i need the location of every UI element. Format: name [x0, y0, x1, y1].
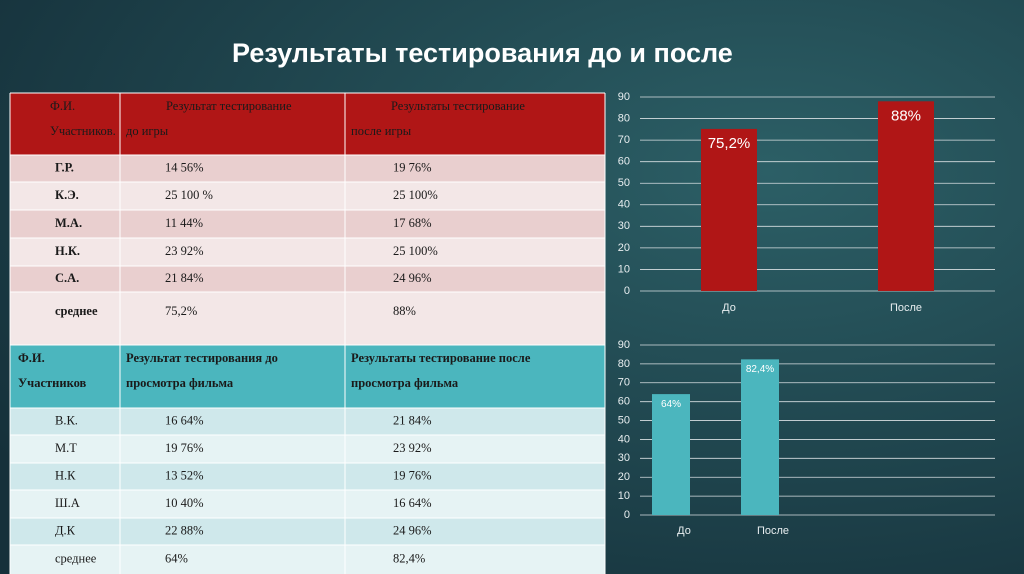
data-label: 64% — [661, 399, 681, 410]
table-cell: 82,4% — [393, 551, 425, 565]
table-cell: Ш.А — [55, 496, 80, 510]
table-cell: К.Э. — [55, 188, 79, 202]
table-cell: 21 84% — [393, 413, 432, 427]
table-cell: Н.К — [55, 468, 76, 482]
table-cell: 25 100% — [393, 244, 438, 258]
y-tick-label: 30 — [618, 452, 630, 464]
bar — [701, 128, 757, 291]
y-tick-label: 60 — [618, 156, 630, 168]
y-tick-label: 40 — [618, 433, 630, 445]
bar — [652, 394, 690, 515]
table-cell: 23 92% — [165, 244, 204, 258]
y-tick-label: 60 — [618, 396, 630, 408]
table-cell: Н.К. — [55, 244, 80, 258]
table-row-bg — [10, 490, 605, 518]
table-cell: М.А. — [55, 216, 82, 230]
table-header-text: Результаты тестирование после — [351, 351, 531, 365]
x-tick-label: После — [890, 302, 922, 314]
table-header-text: Результаты тестирование — [391, 99, 525, 113]
table-cell: 19 76% — [393, 160, 432, 174]
table-row-bg — [10, 266, 605, 292]
y-tick-label: 80 — [618, 358, 630, 370]
table-cell: 75,2% — [165, 304, 197, 318]
y-tick-label: 10 — [618, 490, 630, 502]
table-row-bg — [10, 518, 605, 545]
table-header-text: просмотра фильма — [126, 376, 234, 390]
table-header-bg — [10, 345, 605, 408]
table-header-text: просмотра фильма — [351, 376, 459, 390]
bar — [741, 359, 779, 515]
table-cell: 14 56% — [165, 160, 204, 174]
table-cell: С.А. — [55, 271, 79, 285]
table-cell: 17 68% — [393, 216, 432, 230]
data-label: 75,2% — [708, 135, 751, 152]
y-tick-label: 30 — [618, 220, 630, 232]
table-row-bg — [10, 463, 605, 490]
slide-title: Результаты тестирования до и после — [232, 38, 733, 68]
table-cell: 64% — [165, 551, 188, 565]
table-cell: 19 76% — [393, 468, 432, 482]
table-header-text: Участников — [18, 376, 87, 390]
table-cell: 88% — [393, 304, 416, 318]
table-header-text: до игры — [126, 124, 169, 138]
table-cell: 24 96% — [393, 271, 432, 285]
y-tick-label: 20 — [618, 471, 630, 483]
x-tick-label: До — [722, 302, 736, 314]
table-cell: среднее — [55, 304, 98, 318]
y-tick-label: 40 — [618, 199, 630, 211]
table-cell: 11 44% — [165, 216, 203, 230]
table-cell: 10 40% — [165, 496, 204, 510]
table-cell: 22 88% — [165, 523, 204, 537]
table-header-text: Ф.И. — [18, 351, 45, 365]
table-cell: 21 84% — [165, 271, 204, 285]
table-cell: М.Т — [55, 441, 77, 455]
x-tick-label: После — [757, 525, 789, 537]
y-tick-label: 20 — [618, 242, 630, 254]
table-row-bg — [10, 155, 605, 182]
data-label: 82,4% — [746, 364, 774, 375]
y-tick-label: 70 — [618, 377, 630, 389]
table-cell: Д.К — [55, 523, 76, 537]
x-tick-label: До — [677, 525, 691, 537]
table-cell: 16 64% — [165, 413, 204, 427]
table-cell: 25 100 % — [165, 188, 213, 202]
table-header-bg — [10, 93, 605, 155]
table-cell: 23 92% — [393, 441, 432, 455]
table-row-bg — [10, 435, 605, 463]
table-row-bg — [10, 408, 605, 435]
table-row-bg — [10, 210, 605, 238]
table-cell: 16 64% — [393, 496, 432, 510]
y-tick-label: 50 — [618, 414, 630, 426]
table-row-bg — [10, 238, 605, 266]
y-tick-label: 0 — [624, 285, 630, 297]
table-cell: 13 52% — [165, 468, 204, 482]
y-tick-label: 70 — [618, 134, 630, 146]
y-tick-label: 10 — [618, 263, 630, 275]
table-header-text: Ф.И. — [50, 99, 75, 113]
table-header-text: Участников. — [50, 124, 116, 138]
table-cell: среднее — [55, 551, 97, 565]
table-row-bg — [10, 292, 605, 345]
y-tick-label: 90 — [618, 91, 630, 103]
table-cell: Г.Р. — [55, 160, 74, 174]
y-tick-label: 80 — [618, 112, 630, 124]
table-header-text: Результат тестирование — [166, 99, 292, 113]
y-tick-label: 0 — [624, 509, 630, 521]
table-row-bg — [10, 545, 605, 574]
table-cell: 24 96% — [393, 523, 432, 537]
data-label: 88% — [891, 107, 921, 124]
table-cell: 25 100% — [393, 188, 438, 202]
table-header-text: Результат тестирования до — [126, 351, 278, 365]
bar — [878, 101, 934, 291]
table-cell: 19 76% — [165, 441, 204, 455]
y-tick-label: 50 — [618, 177, 630, 189]
table-header-text: после игры — [351, 124, 412, 138]
y-tick-label: 90 — [618, 339, 630, 351]
table-row-bg — [10, 182, 605, 210]
table-cell: В.К. — [55, 413, 78, 427]
